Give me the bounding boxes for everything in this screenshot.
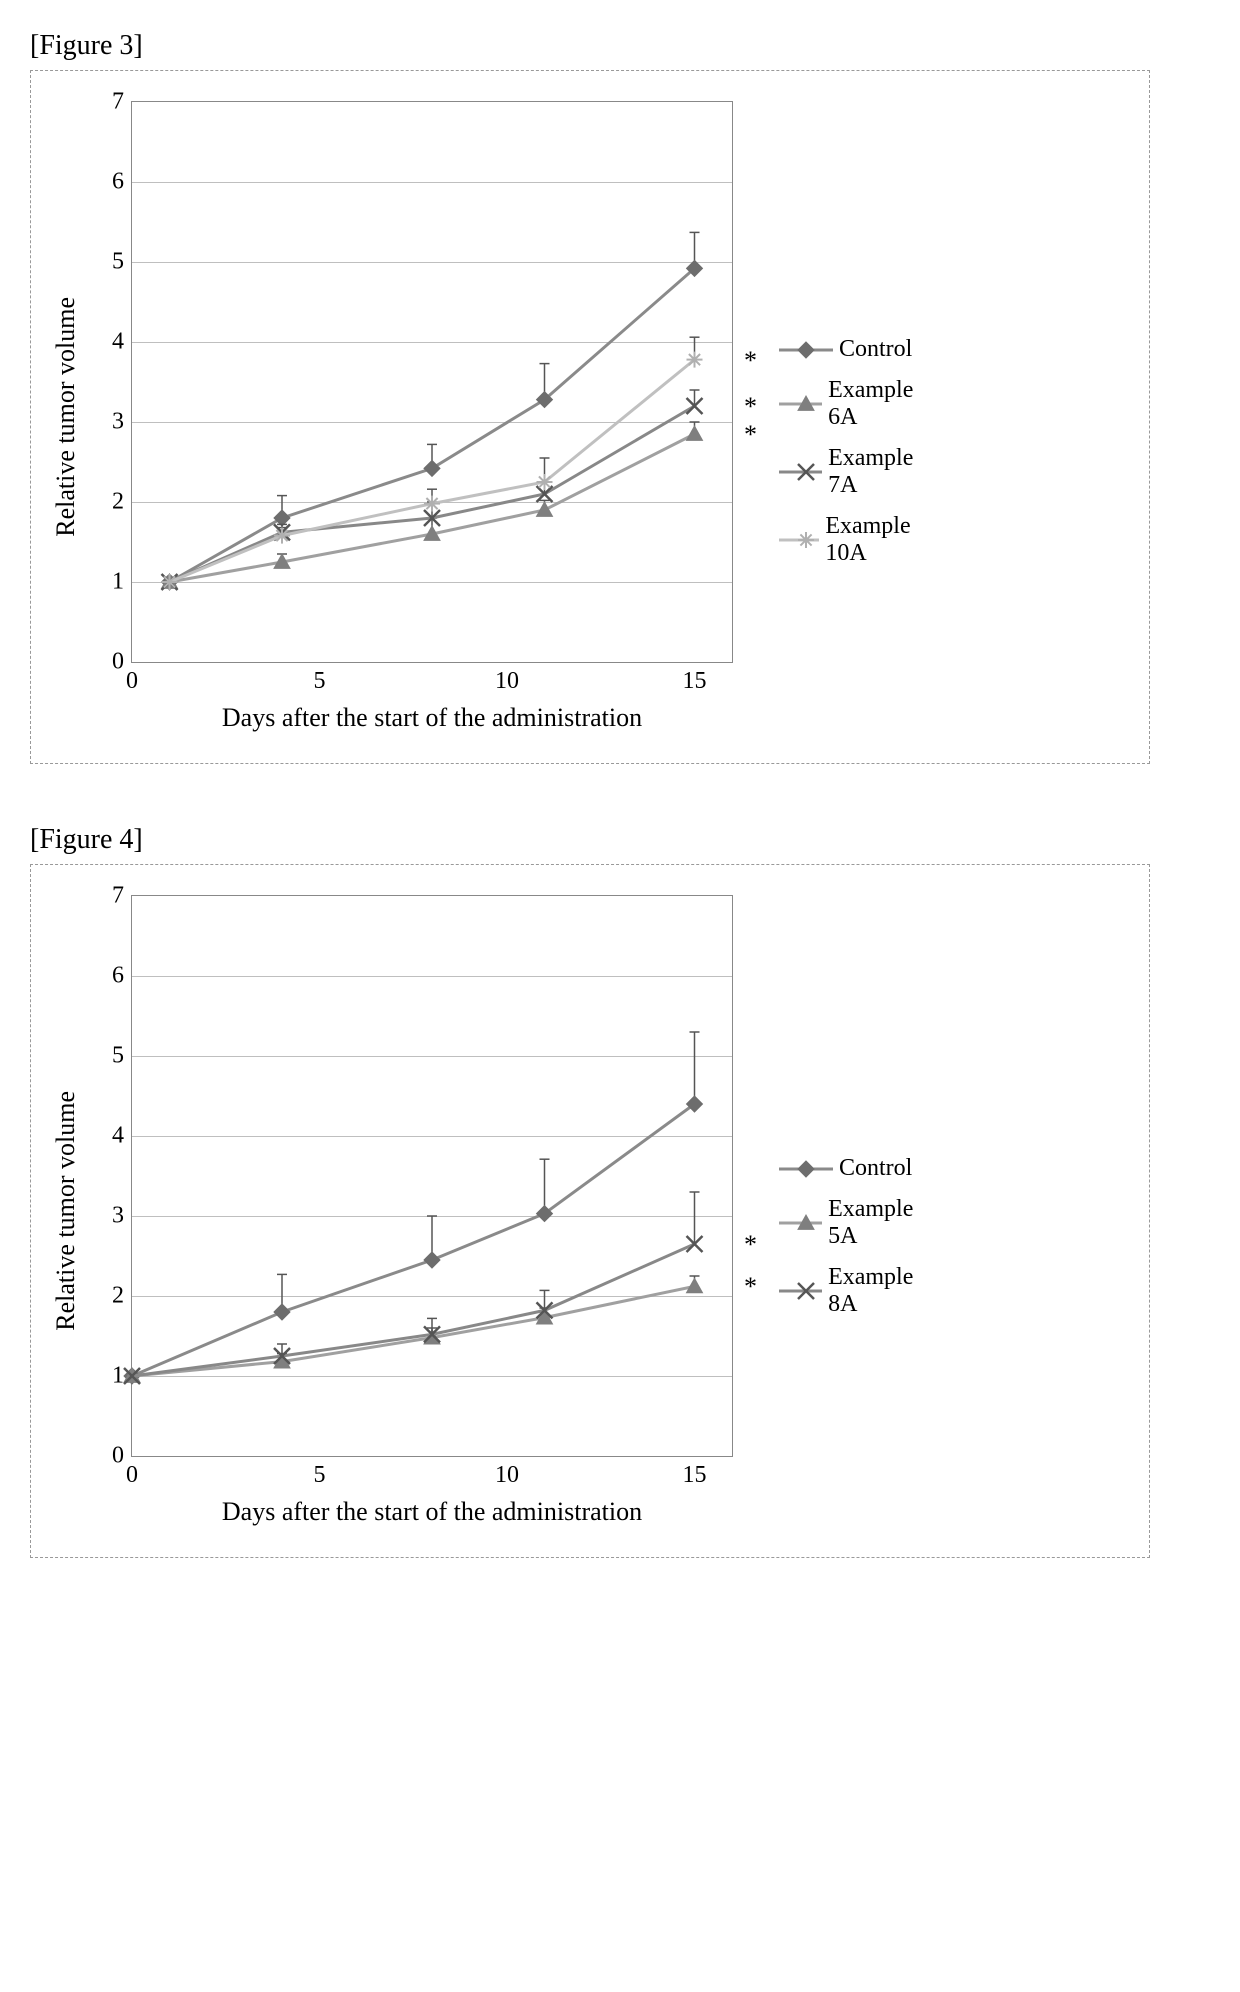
figure-3-x-axis-label: Days after the start of the administrati… bbox=[131, 703, 733, 733]
significance-star: * bbox=[744, 346, 757, 376]
x-tick-label: 10 bbox=[495, 1456, 519, 1489]
significance-star: * bbox=[744, 420, 757, 450]
figure-4-plot-area: 01234567051015** bbox=[131, 895, 733, 1457]
x-tick-label: 15 bbox=[683, 1456, 707, 1489]
legend-label: Example 5A bbox=[828, 1196, 924, 1250]
legend-swatch bbox=[779, 1159, 833, 1179]
significance-star: * bbox=[744, 392, 757, 422]
figure-3-plot-wrap: 01234567051015*** Days after the start o… bbox=[131, 101, 733, 733]
legend-label: Control bbox=[839, 1155, 912, 1182]
x-tick-label: 5 bbox=[314, 1456, 326, 1489]
figure-4-block: [Figure 4] Relative tumor volume 0123456… bbox=[30, 824, 1210, 1558]
legend-label: Example 10A bbox=[825, 513, 924, 567]
figure-4-label: [Figure 4] bbox=[30, 824, 1210, 856]
y-tick-label: 7 bbox=[112, 89, 132, 116]
figure-3-y-axis-label: Relative tumor volume bbox=[51, 297, 81, 537]
x-tick-label: 0 bbox=[126, 662, 138, 695]
legend-item: Example 10A bbox=[779, 513, 924, 567]
y-tick-label: 5 bbox=[112, 1043, 132, 1070]
figure-3-label: [Figure 3] bbox=[30, 30, 1210, 62]
plot-svg bbox=[132, 896, 732, 1456]
figure-3-row: Relative tumor volume 01234567051015*** … bbox=[51, 101, 1129, 733]
legend-item: Example 6A bbox=[779, 377, 924, 431]
figure-4-x-axis-label: Days after the start of the administrati… bbox=[131, 1497, 733, 1527]
legend-label: Control bbox=[839, 336, 912, 363]
y-tick-label: 6 bbox=[112, 169, 132, 196]
figure-4-row: Relative tumor volume 01234567051015** D… bbox=[51, 895, 1129, 1527]
legend-swatch bbox=[779, 530, 819, 550]
plot-svg bbox=[132, 102, 732, 662]
legend-item: Control bbox=[779, 1155, 924, 1182]
y-tick-label: 4 bbox=[112, 329, 132, 356]
significance-star: * bbox=[744, 1230, 757, 1260]
y-tick-label: 1 bbox=[112, 569, 132, 596]
x-tick-label: 15 bbox=[683, 662, 707, 695]
figure-4-y-axis-label: Relative tumor volume bbox=[51, 1091, 81, 1331]
legend-swatch bbox=[779, 462, 822, 482]
x-tick-label: 0 bbox=[126, 1456, 138, 1489]
x-tick-label: 10 bbox=[495, 662, 519, 695]
x-tick-label: 5 bbox=[314, 662, 326, 695]
legend-item: Example 5A bbox=[779, 1196, 924, 1250]
figure-3-frame: Relative tumor volume 01234567051015*** … bbox=[30, 70, 1150, 764]
figure-3-legend: Control Example 6A Example 7A Example 10A bbox=[779, 336, 924, 567]
y-tick-label: 3 bbox=[112, 1203, 132, 1230]
legend-item: Control bbox=[779, 336, 924, 363]
figure-4-frame: Relative tumor volume 01234567051015** D… bbox=[30, 864, 1150, 1558]
figure-3-block: [Figure 3] Relative tumor volume 0123456… bbox=[30, 30, 1210, 764]
figure-4-legend: Control Example 5A Example 8A bbox=[779, 1155, 924, 1318]
legend-label: Example 8A bbox=[828, 1264, 924, 1318]
legend-label: Example 7A bbox=[828, 445, 924, 499]
y-tick-label: 3 bbox=[112, 409, 132, 436]
y-tick-label: 4 bbox=[112, 1123, 132, 1150]
y-tick-label: 2 bbox=[112, 1283, 132, 1310]
significance-star: * bbox=[744, 1272, 757, 1302]
legend-item: Example 8A bbox=[779, 1264, 924, 1318]
y-tick-label: 7 bbox=[112, 883, 132, 910]
figure-4-plot-wrap: 01234567051015** Days after the start of… bbox=[131, 895, 733, 1527]
legend-swatch bbox=[779, 340, 833, 360]
legend-swatch bbox=[779, 1281, 822, 1301]
figure-3-plot-area: 01234567051015*** bbox=[131, 101, 733, 663]
legend-swatch bbox=[779, 394, 822, 414]
legend-label: Example 6A bbox=[828, 377, 924, 431]
legend-item: Example 7A bbox=[779, 445, 924, 499]
legend-swatch bbox=[779, 1213, 822, 1233]
y-tick-label: 6 bbox=[112, 963, 132, 990]
y-tick-label: 5 bbox=[112, 249, 132, 276]
y-tick-label: 2 bbox=[112, 489, 132, 516]
